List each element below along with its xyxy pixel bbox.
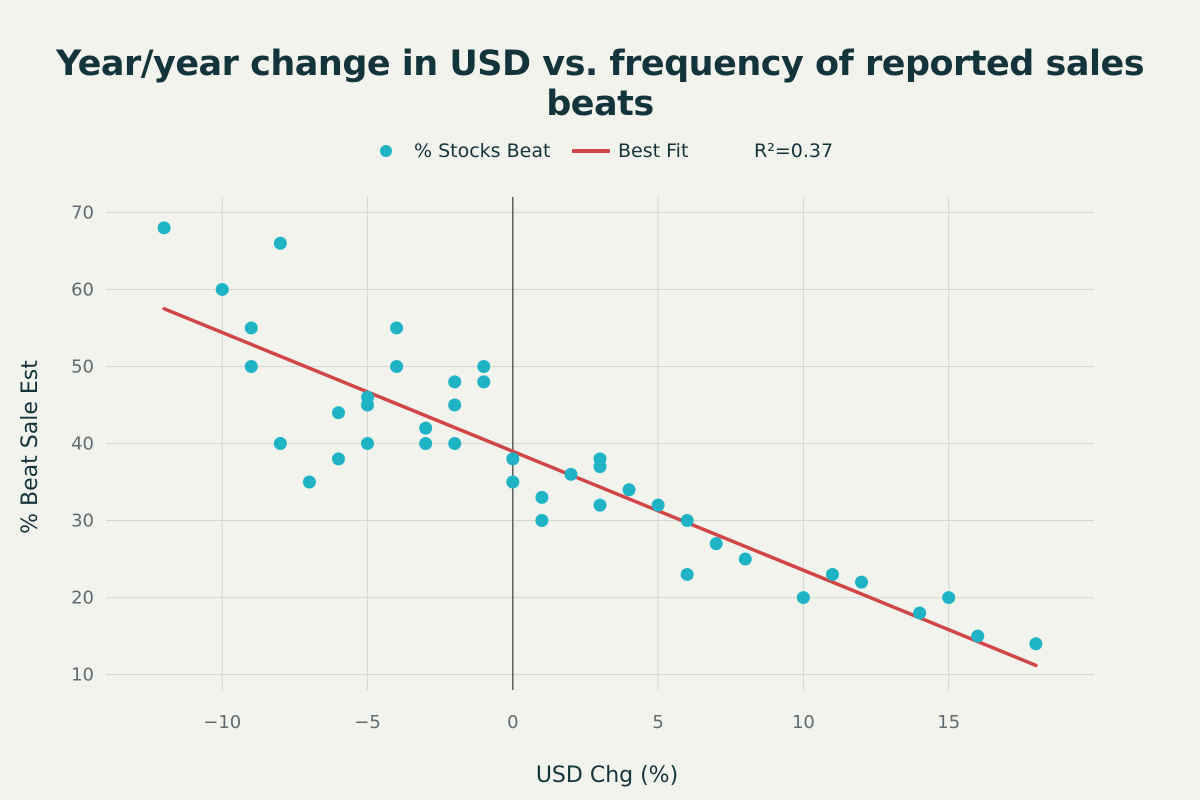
data-point — [651, 498, 665, 512]
x-tick-label: −10 — [203, 712, 241, 733]
data-point — [564, 467, 578, 481]
legend-item-stocks-beat[interactable]: % Stocks Beat — [380, 138, 560, 164]
chart-title: Year/year change in USD vs. frequency of… — [55, 44, 1145, 124]
data-point — [825, 567, 839, 581]
x-tick-label: 5 — [652, 712, 663, 733]
data-point — [361, 437, 375, 450]
data-point — [419, 437, 433, 450]
y-tick-label: 30 — [71, 511, 94, 532]
data-point — [331, 406, 345, 420]
grid — [106, 197, 1094, 690]
best-fit-line-segment — [162, 306, 1038, 668]
data-point — [855, 575, 869, 589]
y-tick-label: 10 — [71, 665, 94, 686]
data-point — [680, 567, 694, 581]
data-point — [1029, 637, 1043, 651]
data-point — [593, 460, 607, 474]
legend-label-stocks-beat: % Stocks Beat — [414, 140, 551, 162]
data-point — [390, 359, 404, 373]
data-point — [331, 452, 345, 466]
data-point — [942, 591, 956, 605]
data-point — [593, 498, 607, 512]
y-tick-label: 60 — [71, 279, 94, 300]
legend-item-best-fit[interactable]: Best Fit — [572, 138, 702, 164]
data-point — [535, 514, 549, 528]
y-tick-label: 20 — [71, 588, 94, 609]
y-tick-label: 50 — [71, 356, 94, 377]
y-axis-title: % Beat Sale Est — [18, 360, 43, 534]
data-point — [361, 398, 375, 412]
data-point — [273, 437, 287, 450]
y-tick-label: 40 — [71, 434, 94, 455]
data-point — [709, 537, 723, 551]
data-point — [302, 475, 316, 489]
x-tick-label: 15 — [937, 712, 960, 733]
y-tick-label: 70 — [71, 202, 94, 223]
x-tick-label: 10 — [792, 712, 815, 733]
legend-label-best-fit: Best Fit — [618, 140, 689, 162]
data-point — [448, 398, 462, 412]
data-point — [535, 490, 549, 504]
data-point — [971, 629, 985, 643]
x-tick-label: 0 — [507, 712, 518, 733]
r-squared-annotation: R²=0.37 — [754, 140, 834, 162]
data-point — [244, 359, 258, 373]
legend-marker-dot — [380, 145, 392, 157]
data-points — [157, 221, 1043, 651]
x-axis-title: USD Chg (%) — [536, 763, 678, 788]
data-point — [477, 375, 491, 389]
x-tick-label: −5 — [354, 712, 381, 733]
data-point — [913, 606, 927, 620]
tick-labels: −10 −5 0 5 10 15 10 20 30 40 50 60 70 — [71, 202, 960, 733]
data-point — [448, 437, 462, 450]
data-point — [796, 591, 810, 605]
data-point — [215, 282, 229, 296]
best-fit-line — [162, 306, 1038, 668]
data-point — [506, 452, 520, 466]
data-point — [477, 359, 491, 373]
data-point — [419, 421, 433, 435]
legend-marker-line — [572, 149, 610, 153]
data-point — [506, 475, 520, 489]
data-point — [244, 321, 258, 335]
data-point — [390, 321, 404, 335]
data-point — [738, 552, 752, 566]
legend: % Stocks Beat Best Fit — [0, 138, 1200, 164]
data-point — [448, 375, 462, 389]
data-point — [680, 514, 694, 528]
data-point — [273, 236, 287, 250]
data-point — [157, 221, 171, 235]
data-point — [622, 483, 636, 497]
